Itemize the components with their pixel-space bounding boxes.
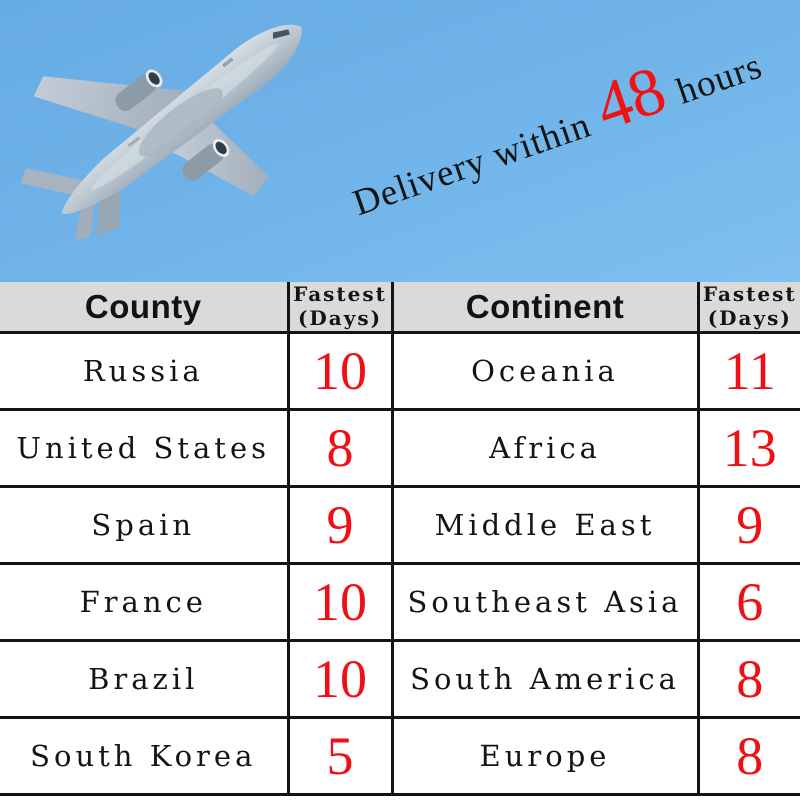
country-days-cell: 10 (286, 639, 394, 719)
table-row: Russia 10 Oceania 11 (0, 331, 800, 411)
continent-cell: Africa (390, 408, 700, 488)
header-county: County (0, 282, 290, 334)
table-row: South Korea 5 Europe 8 (0, 716, 800, 796)
slogan-highlight-48: 48 (585, 50, 675, 145)
header-days-label: (Days) (297, 305, 383, 330)
header-days-label: (Days) (707, 305, 792, 330)
country-cell: United States (0, 408, 290, 488)
table-row: United States 8 Africa 13 (0, 408, 800, 488)
continent-days-cell: 9 (696, 485, 800, 565)
slogan-prefix: Delivery within (348, 104, 597, 225)
table-row: Spain 9 Middle East 9 (0, 485, 800, 565)
continent-cell: Middle East (390, 485, 700, 565)
continent-days-cell: 6 (696, 562, 800, 642)
country-cell: South Korea (0, 716, 290, 796)
country-cell: Spain (0, 485, 290, 565)
country-days-cell: 8 (286, 408, 394, 488)
country-days-cell: 10 (286, 562, 394, 642)
delivery-times-table: County Fastest (Days) Continent Fastest … (0, 282, 800, 796)
header-continent: Continent (390, 282, 700, 334)
continent-days-cell: 8 (696, 716, 800, 796)
sky-banner: Delivery within 48 hours (0, 0, 800, 282)
table-row: France 10 Southeast Asia 6 (0, 562, 800, 642)
header-fastest-label: Fastest (702, 282, 797, 306)
header-fastest-label: Fastest (293, 282, 387, 306)
continent-days-cell: 8 (696, 639, 800, 719)
continent-cell: Oceania (390, 331, 700, 411)
delivery-slogan: Delivery within 48 hours (340, 22, 768, 226)
table-header-row: County Fastest (Days) Continent Fastest … (0, 282, 800, 334)
airplane-icon (20, 24, 302, 240)
continent-days-cell: 13 (696, 408, 800, 488)
country-days-cell: 5 (286, 716, 394, 796)
header-fastest-days-right: Fastest (Days) (696, 282, 800, 334)
table-row: Brazil 10 South America 8 (0, 639, 800, 719)
header-fastest-days-left: Fastest (Days) (286, 282, 394, 334)
continent-days-cell: 11 (696, 331, 800, 411)
continent-cell: South America (390, 639, 700, 719)
country-days-cell: 9 (286, 485, 394, 565)
country-days-cell: 10 (286, 331, 394, 411)
country-cell: Russia (0, 331, 290, 411)
continent-cell: Southeast Asia (390, 562, 700, 642)
country-cell: Brazil (0, 639, 290, 719)
continent-cell: Europe (390, 716, 700, 796)
country-cell: France (0, 562, 290, 642)
slogan-suffix: hours (671, 45, 768, 113)
